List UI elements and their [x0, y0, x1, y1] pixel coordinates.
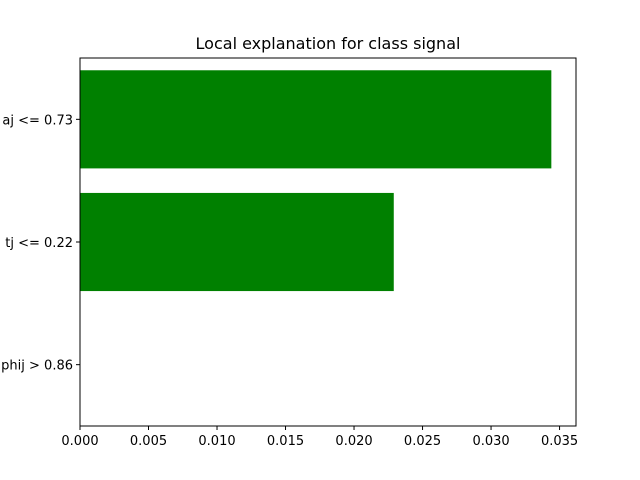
x-tick-label: 0.015: [267, 434, 304, 449]
x-tick-label: 0.000: [61, 434, 98, 449]
x-tick-label: 0.035: [541, 434, 578, 449]
y-tick-label: tj <= 0.22: [5, 236, 73, 251]
x-tick-label: 0.020: [335, 434, 372, 449]
chart-title: Local explanation for class signal: [196, 34, 461, 53]
x-tick-label: 0.005: [130, 434, 167, 449]
x-tick-label: 0.010: [198, 434, 235, 449]
bar: [80, 70, 552, 169]
y-tick-label: phij > 0.86: [1, 359, 73, 374]
x-tick-label: 0.025: [404, 434, 441, 449]
x-axis: 0.000 0.005 0.010 0.015 0.020 0.025 0.030 0.035: [61, 426, 578, 449]
y-tick-label: aj <= 0.73: [2, 113, 73, 128]
y-axis: aj <= 0.73 tj <= 0.22 phij > 0.86: [1, 113, 80, 374]
bar: [80, 192, 394, 292]
x-tick-label: 0.030: [472, 434, 509, 449]
bars-layer: [80, 70, 552, 292]
